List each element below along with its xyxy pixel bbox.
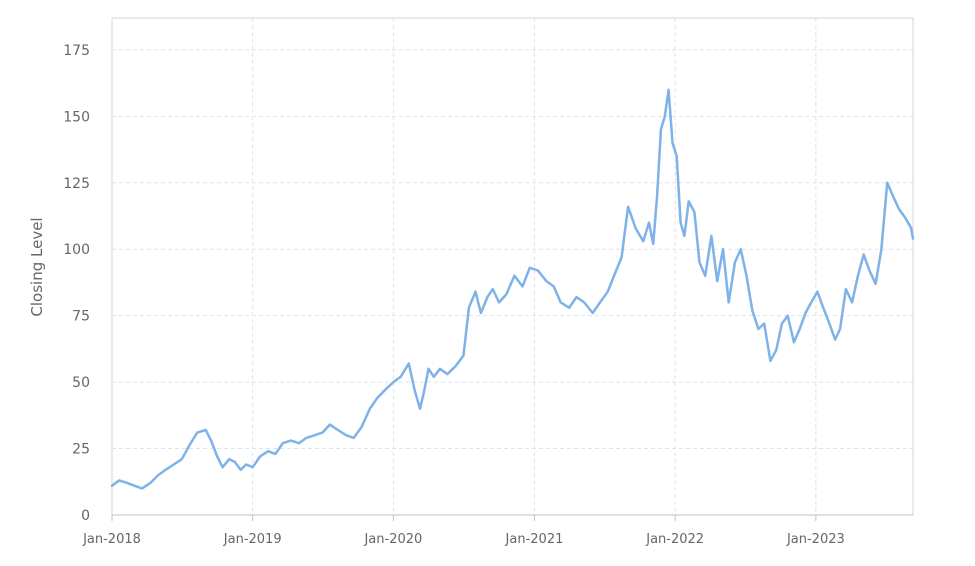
y-axis-title: Closing Level <box>28 217 46 316</box>
x-tick-label: Jan-2019 <box>223 532 282 547</box>
y-tick-label: 100 <box>63 242 90 258</box>
x-tick-label: Jan-2021 <box>505 532 564 547</box>
series-layer <box>110 88 915 490</box>
y-tick-label: 150 <box>63 109 90 125</box>
axes: 0 25 50 75 100 125 150 175 Jan-2018 Jan-2019 Jan-2… <box>63 43 913 547</box>
x-tick-label: Jan-2023 <box>786 532 845 547</box>
y-tick-label: 175 <box>63 43 90 59</box>
grid <box>112 18 913 515</box>
y-tick-label: 75 <box>72 309 90 325</box>
plot-area <box>111 17 914 516</box>
x-tick-label: Jan-2020 <box>363 532 422 547</box>
series-line <box>110 88 915 490</box>
x-tick-label: Jan-2022 <box>645 532 704 547</box>
y-tick-label: 0 <box>81 508 90 524</box>
y-tick-label: 125 <box>63 176 90 192</box>
y-tick-label: 50 <box>72 375 90 391</box>
y-tick-label: 25 <box>72 442 90 458</box>
x-tick-label: Jan-2018 <box>82 532 141 547</box>
